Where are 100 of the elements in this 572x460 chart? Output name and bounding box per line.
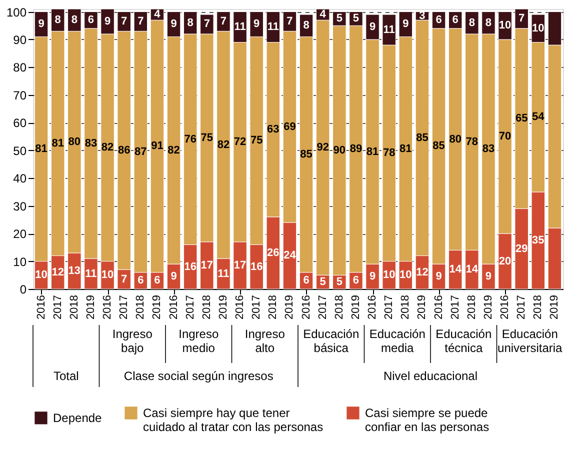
data-label: 13: [68, 264, 81, 277]
data-label: 7: [204, 18, 210, 30]
y-tick-label: 70: [13, 88, 27, 102]
x-tick-label: 2017: [383, 295, 396, 320]
data-label: 92: [316, 142, 329, 154]
y-tick-label: 20: [13, 227, 27, 242]
x-tick-label: 2016: [300, 295, 312, 320]
y-tick-label: 90: [13, 32, 27, 47]
data-label: 11: [234, 21, 246, 34]
x-tick-label: 2019: [217, 295, 230, 320]
data-label: 76: [184, 133, 196, 146]
data-label: 87: [134, 146, 147, 158]
y-tick-label: 30: [13, 199, 27, 214]
data-label: 8: [303, 20, 310, 32]
data-label: 81: [52, 137, 64, 150]
data-label: 8: [71, 14, 78, 26]
data-label: 16: [250, 260, 263, 273]
text: Educación básica: [303, 327, 360, 355]
data-label: 35: [532, 234, 544, 246]
data-label: 6: [138, 274, 144, 287]
text: Ingreso medio: [178, 327, 219, 355]
data-label: 10: [382, 269, 396, 282]
text: Educación media: [369, 327, 426, 355]
data-label: 10: [498, 20, 512, 32]
data-label: 6: [303, 274, 310, 287]
data-label: 90: [333, 144, 346, 156]
x-tick-label: 2016: [234, 295, 246, 320]
x-tick-label: 2017: [52, 295, 64, 320]
text: Nivel educacional: [383, 369, 478, 383]
legend-label: Casi siempre se puede confiar en las personas: [365, 406, 490, 434]
data-label: 9: [38, 18, 44, 30]
data-label: 82: [101, 142, 114, 154]
data-label: 9: [369, 270, 376, 283]
data-label: 12: [416, 266, 428, 278]
data-label: 86: [118, 144, 130, 156]
data-label: 8: [54, 14, 61, 26]
x-tick-label: 2016: [366, 295, 379, 320]
text: Ingreso alto: [244, 327, 286, 355]
x-tick-label: 2019: [482, 295, 494, 320]
x-tick-label: 2018: [400, 295, 412, 320]
x-tick-label: 2019: [284, 295, 296, 320]
data-label: 29: [515, 242, 528, 255]
data-label: 11: [267, 21, 279, 34]
x-tick-label: 2017: [516, 295, 528, 320]
data-label: 81: [366, 146, 379, 158]
data-label: 9: [254, 18, 260, 30]
x-tick-label: 2019: [416, 295, 428, 320]
data-label: 20: [498, 255, 512, 268]
data-label: 7: [220, 15, 227, 28]
data-label: 5: [336, 276, 342, 288]
data-label: 10: [532, 22, 544, 34]
y-tick-label: 10: [13, 254, 27, 269]
data-label: 5: [336, 12, 342, 25]
data-label: 26: [267, 246, 280, 259]
data-label: 17: [200, 259, 214, 272]
x-tick-label: 2018: [68, 295, 80, 320]
data-label: 75: [200, 132, 214, 144]
data-label: 9: [485, 270, 492, 283]
data-label: 7: [286, 15, 293, 28]
data-label: 83: [84, 137, 98, 150]
x-tick-label: 2017: [250, 295, 263, 320]
data-label: 78: [466, 136, 478, 148]
data-label: 80: [68, 136, 81, 148]
data-label: 7: [518, 12, 525, 25]
x-tick-label: 2018: [333, 295, 346, 320]
data-label: 9: [104, 15, 111, 28]
data-label: 82: [168, 144, 180, 156]
x-tick-label: 2019: [151, 295, 164, 320]
data-label: 16: [184, 260, 196, 273]
data-label: 10: [101, 269, 114, 282]
y-tick-label: 80: [13, 60, 27, 75]
data-label: 9: [170, 270, 177, 283]
data-label: 91: [151, 140, 164, 152]
data-label: 6: [352, 274, 360, 287]
data-label: 7: [121, 273, 128, 286]
data-label: 8: [187, 16, 194, 29]
x-tick-label: 2018: [134, 295, 147, 320]
data-label: 9: [402, 18, 409, 30]
data-label: 4: [154, 8, 162, 21]
data-label: 11: [383, 24, 395, 36]
x-tick-label: 2016: [168, 295, 180, 320]
x-tick-label: 2017: [184, 295, 196, 320]
data-label: 12: [52, 266, 64, 278]
data-label: 65: [515, 112, 528, 125]
x-tick-label: 2017: [449, 295, 462, 320]
data-label: 78: [382, 147, 396, 160]
data-label: 8: [485, 16, 492, 29]
data-label: 85: [416, 132, 428, 144]
text: Educación universitaria: [498, 327, 563, 355]
text: Total: [53, 369, 79, 383]
data-label: 7: [121, 15, 128, 28]
data-label: 9: [170, 18, 177, 30]
x-tick-label: 2017: [316, 295, 329, 320]
data-label: 72: [234, 136, 246, 148]
data-label: 89: [350, 143, 362, 155]
data-label: 10: [400, 269, 412, 282]
data-label: 17: [234, 259, 246, 272]
data-label: 4: [320, 8, 327, 21]
x-tick-label: 2016: [499, 295, 512, 320]
x-tick-label: 2019: [84, 295, 97, 320]
